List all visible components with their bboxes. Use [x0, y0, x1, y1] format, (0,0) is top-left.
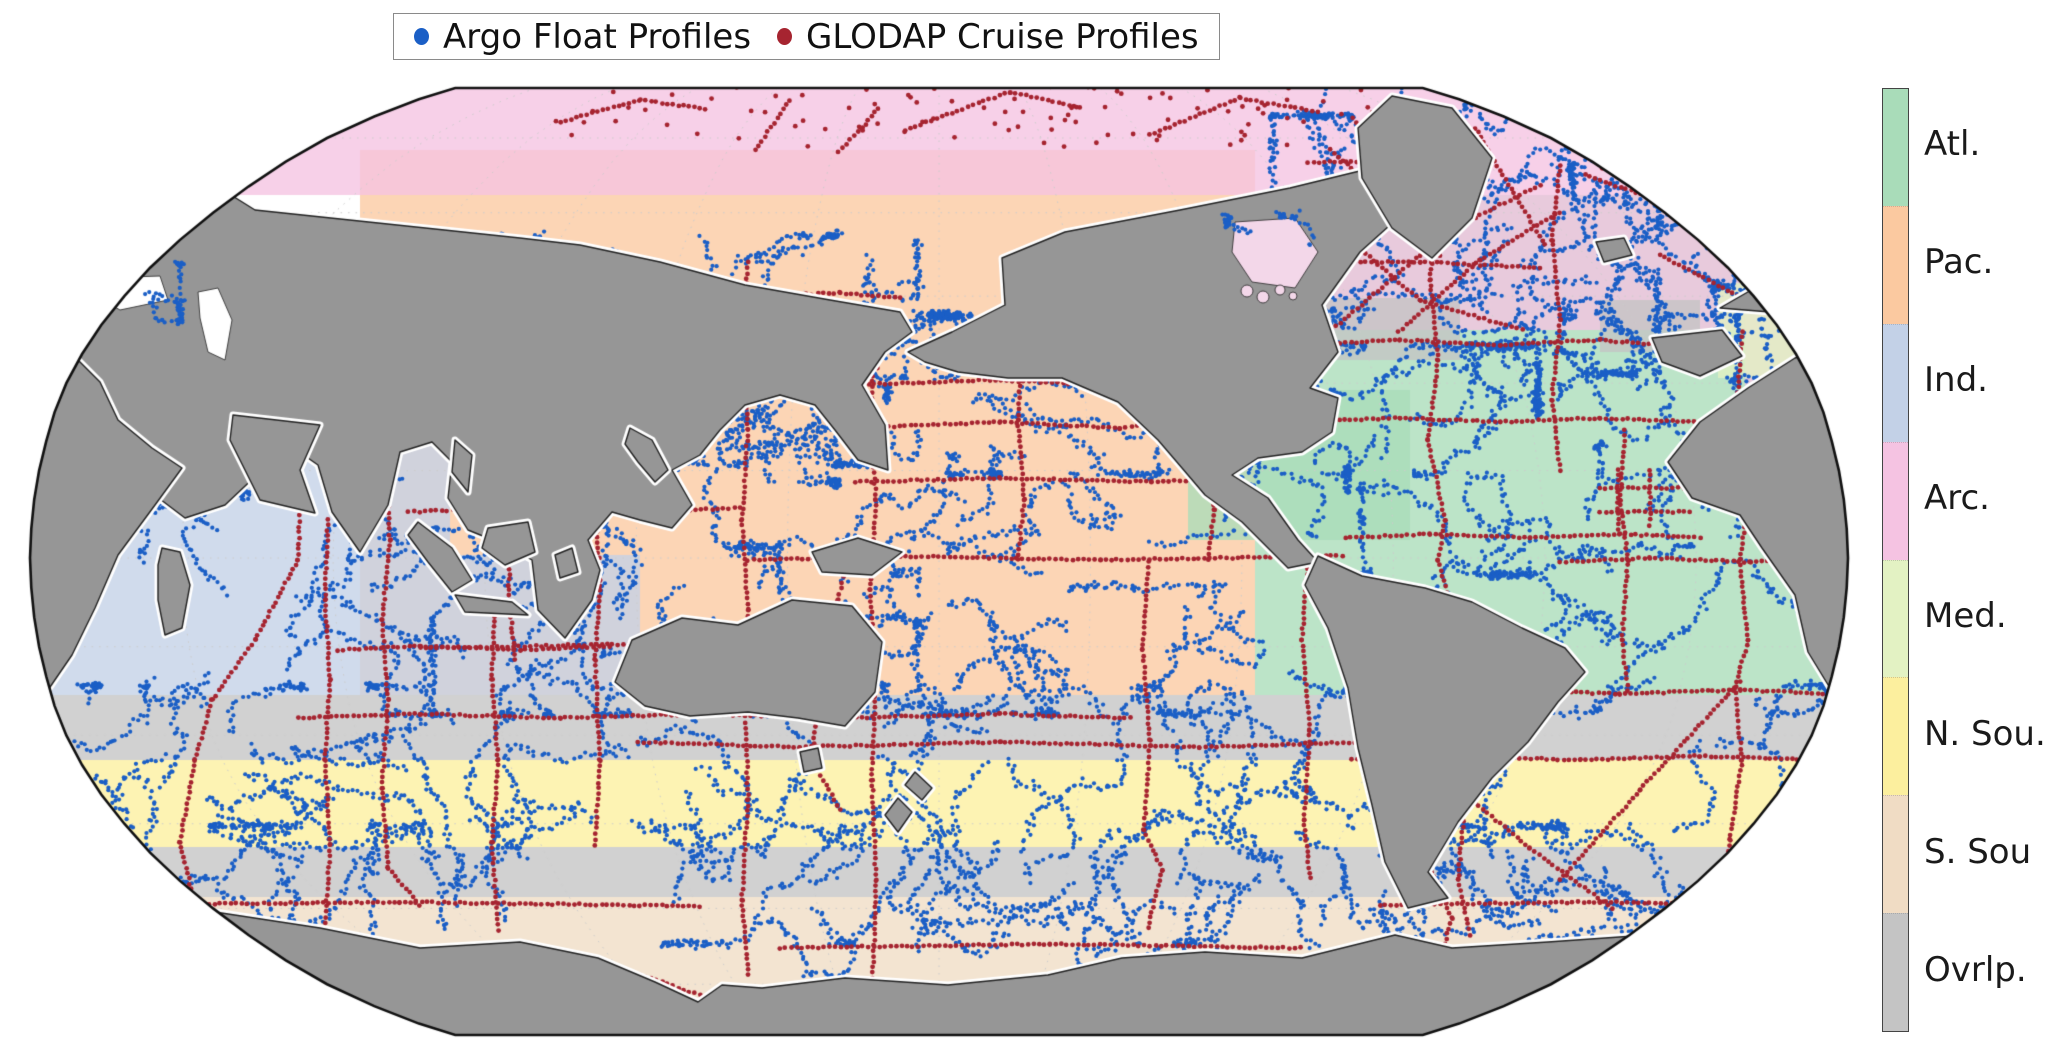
colorbar-label-arc: Arc.	[1924, 478, 1990, 518]
glodap-dot-icon	[777, 28, 793, 45]
legend-item: GLODAP Cruise Profiles	[777, 20, 1199, 54]
colorbar-segment-ind	[1883, 323, 1908, 442]
colorbar-label-pac: Pac.	[1924, 242, 1994, 282]
colorbar-label-med: Med.	[1924, 596, 2007, 636]
colorbar-segment-ssou	[1883, 795, 1908, 914]
legend-item: Argo Float Profiles	[414, 20, 751, 54]
legend-label: Argo Float Profiles	[443, 16, 752, 57]
colorbar-segment-nsou	[1883, 677, 1908, 796]
colorbar-label-ssou: S. Sou	[1924, 832, 2032, 872]
map-legend: Argo Float Profiles GLODAP Cruise Profile…	[393, 13, 1220, 60]
colorbar-segment-atl	[1883, 89, 1908, 206]
legend-label: GLODAP Cruise Profiles	[806, 16, 1199, 57]
argo-dot-icon	[414, 28, 429, 45]
basin-colorbar	[1882, 88, 1909, 1032]
colorbar-label-nsou: N. Sou.	[1924, 714, 2046, 754]
colorbar-label-atl: Atl.	[1924, 124, 1981, 164]
colorbar-segment-med	[1883, 559, 1908, 678]
colorbar-segment-ovrlp	[1883, 913, 1908, 1031]
colorbar-label-ovrlp: Ovrlp.	[1924, 950, 2027, 990]
colorbar-segment-arc	[1883, 441, 1908, 560]
colorbar-segment-pac	[1883, 205, 1908, 324]
colorbar-label-ind: Ind.	[1924, 360, 1988, 400]
